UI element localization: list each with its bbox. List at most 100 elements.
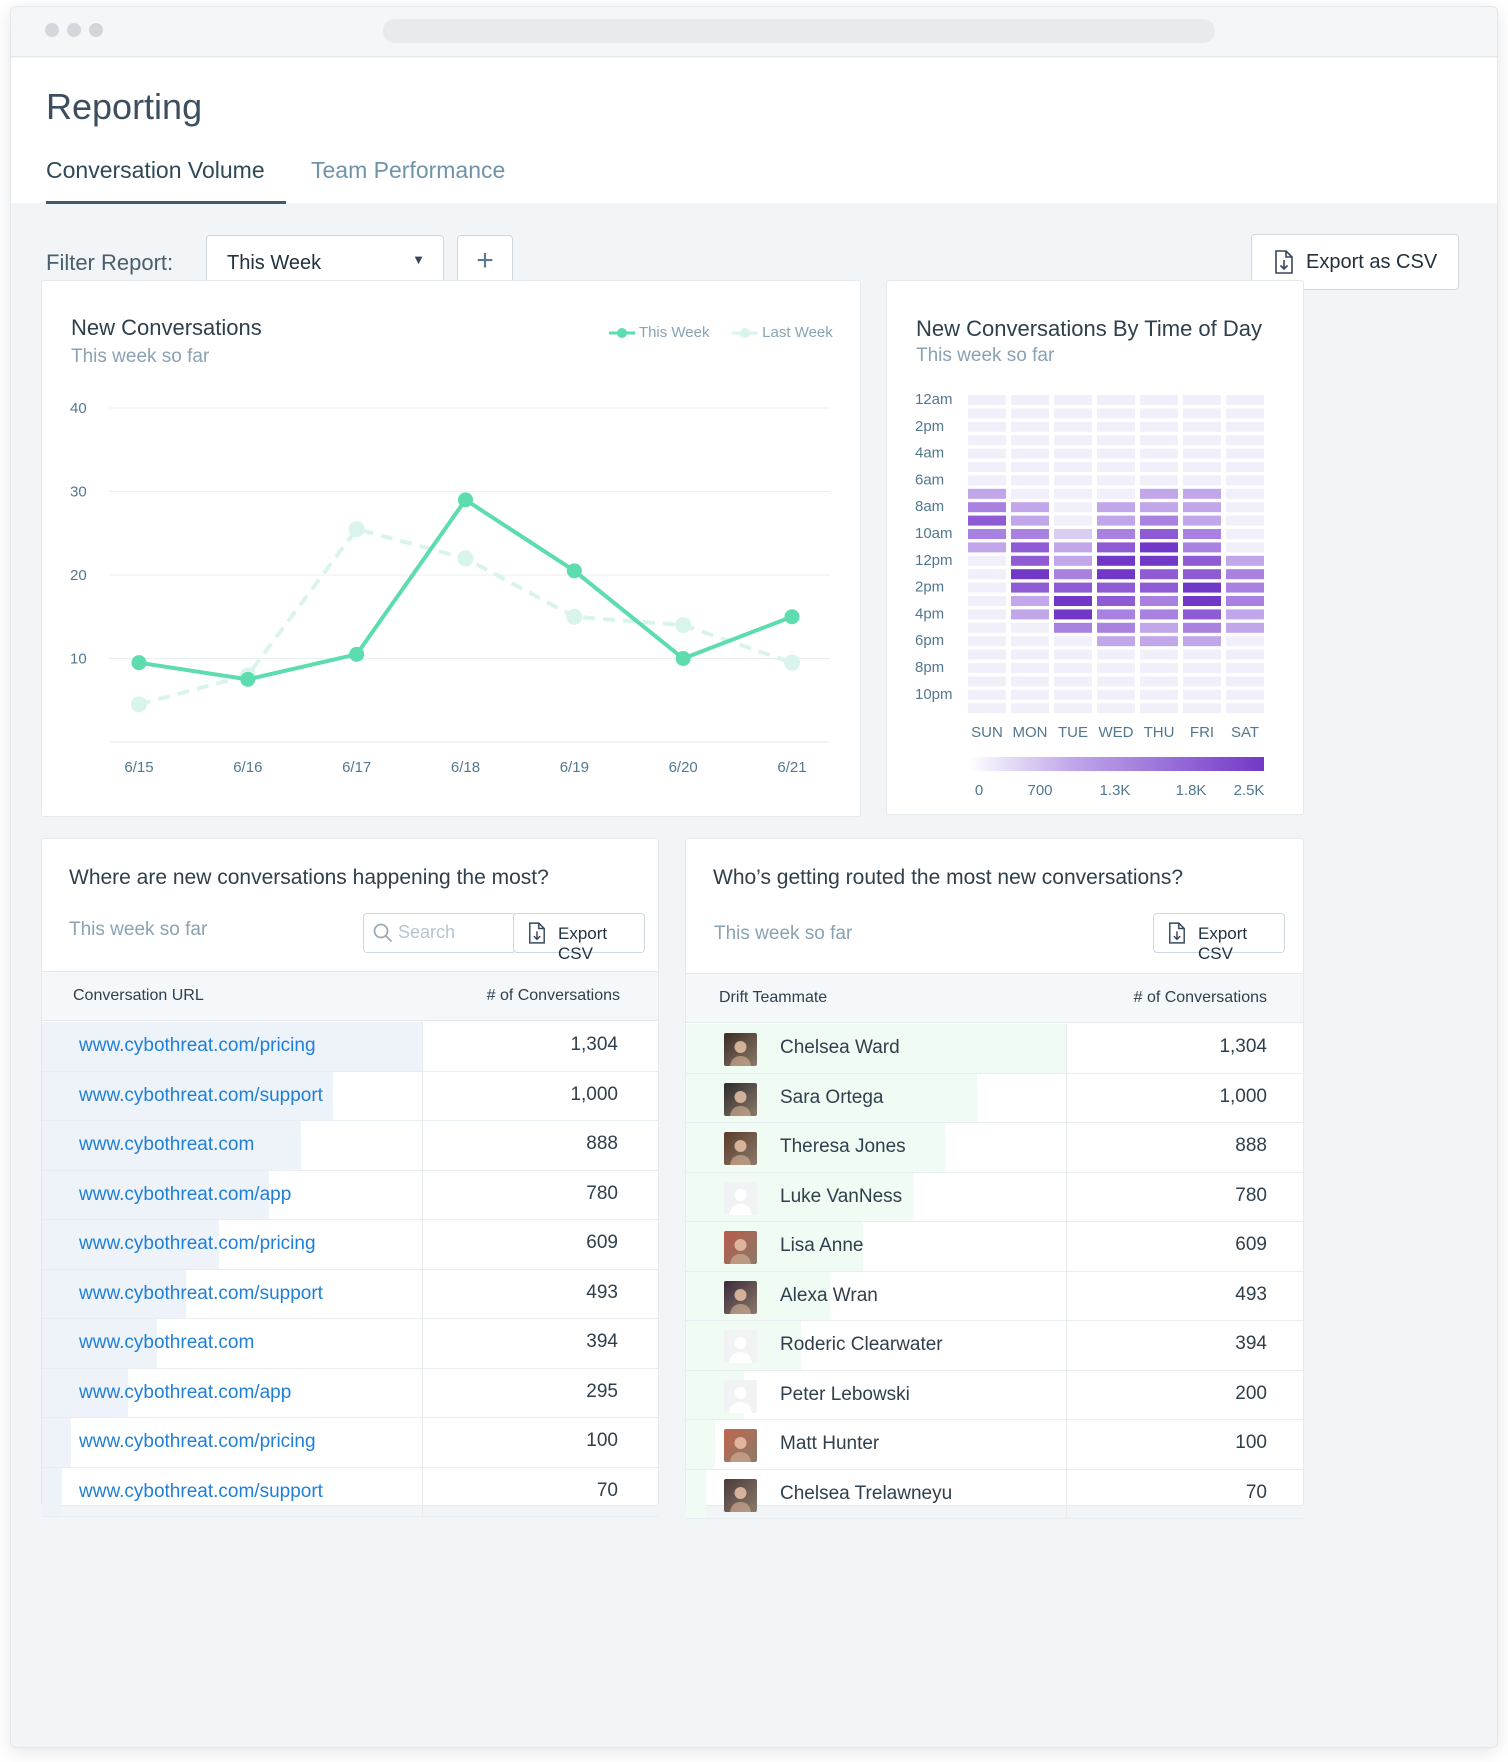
heatmap-cell[interactable] [1011,408,1049,419]
data-point[interactable] [566,608,583,625]
heatmap-cell[interactable] [1183,408,1221,419]
data-point[interactable] [348,521,365,538]
heatmap-cell[interactable] [1140,462,1178,472]
heatmap-cell[interactable] [968,448,1006,459]
heatmap-cell[interactable] [1097,435,1135,446]
heatmap-cell[interactable] [1226,408,1264,419]
heatmap-cell[interactable] [968,649,1006,660]
heatmap-cell[interactable] [1054,703,1092,714]
heatmap-cell[interactable] [1183,703,1221,714]
data-point[interactable] [458,492,473,508]
heatmap-cell[interactable] [1097,462,1135,472]
table-row[interactable]: Lisa Anne 609 [686,1222,1303,1272]
heatmap-cell[interactable] [1011,421,1049,432]
heatmap-cell[interactable] [1183,542,1221,553]
heatmap-cell[interactable] [1097,676,1135,687]
heatmap-cell[interactable] [1226,488,1264,499]
heatmap-cell[interactable] [1226,462,1264,472]
table-row[interactable]: Chelsea Ward 1,304 [686,1024,1303,1074]
heatmap-cell[interactable] [1011,676,1049,687]
teammate-name[interactable]: Theresa Jones [780,1136,906,1157]
heatmap-cell[interactable] [968,636,1006,647]
heatmap-cell[interactable] [1054,649,1092,660]
heatmap-cell[interactable] [1226,515,1264,526]
export-csv-button[interactable]: Export CSV [513,913,645,963]
heatmap-cell[interactable] [968,502,1006,513]
data-point[interactable] [675,617,692,634]
heatmap-cell[interactable] [1140,703,1178,714]
teammate-name[interactable]: Chelsea Trelawneyu [780,1482,953,1504]
heatmap-cell[interactable] [1140,421,1178,432]
heatmap-cell[interactable] [1054,488,1092,499]
table-row[interactable]: Chelsea Trelawneyu 70 [686,1469,1303,1519]
heatmap-cell[interactable] [1140,448,1178,459]
heatmap-cell[interactable] [1097,408,1135,419]
heatmap-cell[interactable] [968,475,1006,486]
data-point[interactable] [240,671,256,687]
table-row[interactable]: Alexa Wran 493 [686,1271,1303,1321]
heatmap-cell[interactable] [1011,582,1049,593]
heatmap-cell[interactable] [1140,636,1178,647]
heatmap-cell[interactable] [1140,609,1178,620]
table-row[interactable]: www.cybothreat.com/support 70 [42,1467,658,1517]
heatmap-cell[interactable] [1183,622,1221,633]
heatmap-cell[interactable] [968,689,1006,700]
heatmap-cell[interactable] [968,663,1006,673]
heatmap-cell[interactable] [1011,529,1049,539]
heatmap-cell[interactable] [1183,462,1221,472]
heatmap-cell[interactable] [1011,515,1049,526]
heatmap-cell[interactable] [1054,676,1092,687]
heatmap-cell[interactable] [1226,435,1264,446]
heatmap-cell[interactable] [1183,636,1221,647]
heatmap-cell[interactable] [1054,596,1092,606]
heatmap-cell[interactable] [1011,649,1049,660]
teammate-name[interactable]: Matt Hunter [780,1433,880,1454]
table-row[interactable]: www.cybothreat.com/support 493 [42,1269,658,1319]
heatmap-cell[interactable] [1226,596,1264,606]
data-point[interactable] [784,654,800,671]
heatmap-cell[interactable] [1140,569,1178,580]
heatmap-cell[interactable] [1183,475,1221,486]
heatmap-cell[interactable] [1183,421,1221,432]
heatmap-cell[interactable] [1140,622,1178,633]
heatmap-cell[interactable] [968,462,1006,472]
heatmap-cell[interactable] [968,582,1006,593]
address-bar[interactable] [383,19,1215,43]
heatmap-cell[interactable] [968,515,1006,526]
heatmap-cell[interactable] [1226,649,1264,660]
heatmap-cell[interactable] [1054,421,1092,432]
heatmap-cell[interactable] [1054,502,1092,513]
heatmap-cell[interactable] [968,408,1006,419]
heatmap-cell[interactable] [968,435,1006,446]
heatmap-cell[interactable] [968,395,1006,405]
table-row[interactable]: Theresa Jones 888 [686,1123,1303,1173]
heatmap-cell[interactable] [968,529,1006,539]
table-row[interactable]: Matt Hunter 100 [686,1420,1303,1470]
heatmap-cell[interactable] [1183,448,1221,459]
heatmap-cell[interactable] [1054,636,1092,647]
heatmap-cell[interactable] [1226,395,1264,405]
heatmap-cell[interactable] [1011,475,1049,486]
heatmap-cell[interactable] [1054,515,1092,526]
data-point[interactable] [784,609,800,625]
heatmap-cell[interactable] [1097,421,1135,432]
heatmap-cell[interactable] [1140,582,1178,593]
heatmap-cell[interactable] [1183,569,1221,580]
heatmap-cell[interactable] [1183,555,1221,566]
heatmap-cell[interactable] [968,609,1006,620]
conversation-url-link[interactable]: www.cybothreat.com/support [79,1480,323,1502]
heatmap-cell[interactable] [968,488,1006,499]
heatmap-cell[interactable] [1011,609,1049,620]
table-row[interactable]: www.cybothreat.com/support 1,000 [42,1071,658,1121]
heatmap-cell[interactable] [1140,663,1178,673]
heatmap-cell[interactable] [1011,488,1049,499]
heatmap-cell[interactable] [1011,395,1049,405]
heatmap-cell[interactable] [1226,529,1264,539]
heatmap-cell[interactable] [968,569,1006,580]
heatmap-cell[interactable] [1054,542,1092,553]
heatmap-cell[interactable] [1140,555,1178,566]
heatmap-cell[interactable] [1097,529,1135,539]
search-field[interactable] [363,913,516,953]
heatmap-cell[interactable] [1097,622,1135,633]
heatmap-cell[interactable] [1097,703,1135,714]
